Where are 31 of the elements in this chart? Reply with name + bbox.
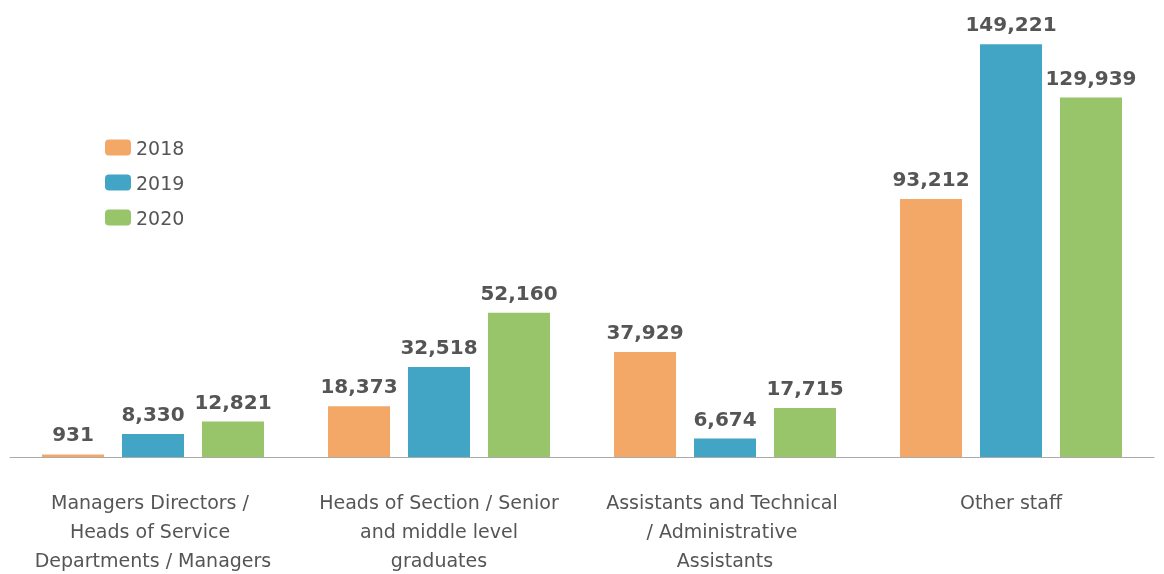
data-label: 12,821 [194, 389, 272, 414]
data-label: 37,929 [606, 320, 684, 345]
bar [42, 454, 105, 457]
bar [328, 406, 391, 457]
data-label: 32,518 [400, 335, 478, 360]
data-label: 8,330 [121, 401, 185, 426]
x-tick-label: Heads of Section / Senior and middle level graduates [319, 490, 559, 571]
legend-label: 2020 [136, 206, 185, 229]
bar [201, 421, 264, 457]
data-label: 149,221 [965, 12, 1057, 37]
bar [900, 199, 963, 457]
legend-label: 2018 [136, 136, 185, 159]
data-label: 18,373 [320, 374, 398, 399]
data-label: 93,212 [892, 167, 970, 192]
x-tick-label: Assistants and Technical / Administrative Assistants [606, 490, 844, 571]
bar [487, 312, 550, 457]
bar [122, 433, 184, 457]
legend-label: 2019 [136, 171, 185, 194]
bar [614, 352, 677, 457]
data-label: 931 [52, 422, 94, 447]
bar [694, 438, 756, 457]
bar [980, 44, 1042, 457]
data-label: 52,160 [480, 280, 558, 305]
bar [773, 407, 836, 457]
x-tick-label: Other staff [959, 490, 1063, 513]
data-label: 6,674 [693, 406, 757, 431]
data-label: 129,939 [1045, 65, 1137, 90]
bar [408, 367, 470, 457]
bar [1059, 97, 1122, 457]
x-tick-label: Managers Directors / Heads of Service Departments / Managers [34, 490, 272, 571]
data-label: 17,715 [766, 375, 844, 400]
